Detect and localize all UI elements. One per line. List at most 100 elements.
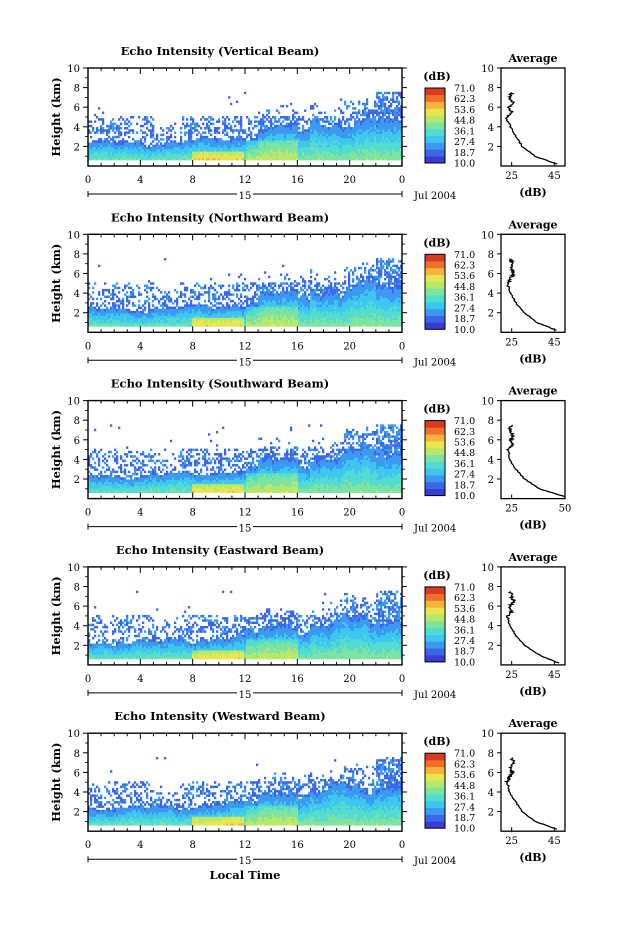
heatmap-cell <box>356 308 359 312</box>
heatmap-cell <box>244 322 247 325</box>
heatmap-cell <box>270 306 273 310</box>
heatmap-cell <box>288 122 291 126</box>
heatmap-cell <box>358 151 361 154</box>
heatmap-cell <box>170 135 173 139</box>
heatmap-cell <box>268 319 271 323</box>
heatmap-cell <box>374 118 377 121</box>
heatmap-cell <box>120 133 123 137</box>
heatmap-cell <box>296 111 299 115</box>
heatmap-cell <box>338 304 341 307</box>
heatmap-cell <box>282 140 285 143</box>
heatmap-cell <box>128 322 131 325</box>
heatmap-cell <box>176 315 179 318</box>
heatmap-cell <box>368 273 371 276</box>
heatmap-cell <box>400 91 403 95</box>
heatmap-cell <box>288 277 291 281</box>
heatmap-cell <box>358 100 361 104</box>
heatmap-cell <box>276 129 279 132</box>
heatmap-cell <box>290 122 293 126</box>
heatmap-cell <box>244 315 247 318</box>
heatmap-cell <box>388 151 391 154</box>
y-tick-label: 2 <box>74 142 80 153</box>
heatmap-cell <box>310 122 313 126</box>
heatmap-cell <box>166 308 169 312</box>
heatmap-cell <box>132 293 135 296</box>
heatmap-cell <box>322 302 325 305</box>
heatmap-cell <box>88 146 91 150</box>
heatmap-cell <box>202 131 205 134</box>
heatmap-cell <box>158 319 161 323</box>
heatmap-cell <box>328 324 331 327</box>
heatmap-cell <box>184 140 187 143</box>
heatmap-cell <box>306 319 309 323</box>
heatmap-cell <box>332 133 335 137</box>
heatmap-cell <box>260 142 263 145</box>
heatmap-cell <box>380 107 383 110</box>
heatmap-cell <box>114 157 117 161</box>
heatmap-cell <box>358 109 361 112</box>
heatmap-cell <box>128 286 131 290</box>
heatmap-cell <box>140 129 143 132</box>
heatmap-cell <box>262 149 265 152</box>
heatmap-cell <box>396 116 399 119</box>
heatmap-cell <box>208 146 211 150</box>
heatmap-cell <box>104 144 107 148</box>
heatmap-cell <box>258 295 261 299</box>
heatmap-cell <box>270 138 273 141</box>
heatmap-cell <box>342 297 345 301</box>
heatmap-cell <box>88 310 91 314</box>
heatmap-cell <box>276 322 279 325</box>
heatmap-cell <box>352 107 355 110</box>
heatmap-cell <box>268 317 271 321</box>
heatmap-cell <box>292 116 295 119</box>
heatmap-cell <box>314 138 317 141</box>
heatmap-cell <box>288 299 291 303</box>
heatmap-cell <box>112 308 115 312</box>
heatmap-cell <box>288 310 291 314</box>
heatmap-cell <box>214 299 217 303</box>
heatmap-cell <box>336 317 339 321</box>
heatmap-cell <box>294 151 297 154</box>
heatmap-cell <box>350 142 353 145</box>
heatmap-cell <box>226 317 229 321</box>
heatmap-cell <box>366 286 369 290</box>
heatmap-cell <box>306 153 309 156</box>
heatmap-cell <box>258 302 261 305</box>
heatmap-cell <box>300 149 303 152</box>
heatmap-cell <box>114 315 117 318</box>
heatmap-cell <box>150 151 153 154</box>
heatmap-cell <box>268 284 271 287</box>
heatmap-cell <box>188 313 191 316</box>
heatmap-cell <box>374 104 377 108</box>
panel-1: Echo Intensity (Vertical Beam)Height (km… <box>49 44 566 202</box>
heatmap-cell <box>154 324 157 327</box>
heatmap-cell <box>238 129 241 132</box>
heatmap-cell <box>88 120 91 123</box>
heatmap-cell <box>198 293 201 296</box>
heatmap-cell <box>348 135 351 139</box>
heatmap-cell <box>92 306 95 310</box>
heatmap-cell <box>186 144 189 148</box>
heatmap-cell <box>388 100 391 104</box>
heatmap-cell <box>244 142 247 145</box>
heatmap-cell <box>342 129 345 132</box>
heatmap-cell <box>240 116 243 119</box>
heatmap-cell <box>356 322 359 325</box>
heatmap-cell <box>88 315 91 318</box>
heatmap-cell <box>216 306 219 310</box>
heatmap-cell <box>302 140 305 143</box>
heatmap-cell <box>350 100 353 104</box>
heatmap-cell <box>382 157 385 161</box>
heatmap-cell <box>224 310 227 314</box>
heatmap-cell <box>346 319 349 323</box>
heatmap-cell <box>262 297 265 301</box>
heatmap-cell <box>262 157 265 161</box>
heatmap-cell <box>272 140 275 143</box>
heatmap-cell <box>334 282 337 285</box>
heatmap-cell <box>344 275 347 279</box>
heatmap-cell <box>268 155 271 159</box>
heatmap-cell <box>158 322 161 325</box>
heatmap-cell <box>118 286 121 290</box>
heatmap-cell <box>324 304 327 307</box>
heatmap-cell <box>356 310 359 314</box>
